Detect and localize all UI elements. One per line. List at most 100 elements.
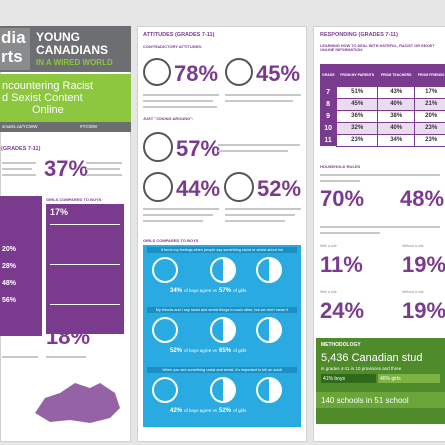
grades-label: (GRADES 7-11) xyxy=(1,146,41,152)
stat: 52% xyxy=(257,176,302,201)
cell: 36% xyxy=(336,109,379,123)
girls-stat: 65% xyxy=(219,348,232,354)
stat: 48% xyxy=(400,186,445,211)
stat: 45% xyxy=(256,61,301,86)
cell: 40% xyxy=(377,121,416,135)
logo-top: dia xyxy=(1,28,26,47)
cell: 20% xyxy=(414,109,445,123)
pie xyxy=(210,317,236,343)
section-heading: ATTITUDES (GRADES 7-11) xyxy=(143,32,215,38)
link-bar: smarts.ca/YCWW #YCWW xyxy=(0,122,131,132)
stat: 57% xyxy=(176,136,221,161)
icon xyxy=(152,257,178,283)
boys-stat: 34% xyxy=(170,288,183,294)
title-line: Online xyxy=(32,104,64,116)
table-stat: 17% xyxy=(50,207,69,217)
methodology-box: METHODOLOGY 5,436 Canadian stud in grade… xyxy=(316,338,445,424)
cell: 40% xyxy=(377,97,416,111)
row-caption: 34% of boys agree vs 57% of girls xyxy=(170,288,246,294)
subheading: LEARNING HOW TO DEAL WITH HATEFUL, RACIS… xyxy=(320,44,435,52)
cell: 21% xyxy=(414,97,445,111)
title-line: ncountering Racist xyxy=(2,80,94,92)
left-table: 17% xyxy=(46,204,124,334)
table-row: 8 45% 40% 21% xyxy=(320,97,445,111)
column-header: GRADE xyxy=(320,64,337,86)
pie xyxy=(256,377,282,403)
row-text: My friends and I say racist and sexist t… xyxy=(147,307,297,313)
label: of girls xyxy=(233,408,247,413)
boys-stat: 52% xyxy=(170,348,183,354)
column-header: FROM FRIENDS xyxy=(414,64,445,86)
table-row: 11 23% 34% 23% xyxy=(320,133,445,147)
label: of girls xyxy=(233,288,247,293)
grade: 7 xyxy=(320,86,337,98)
table-row: 7 51% 43% 17% xyxy=(320,85,445,99)
row-caption: 42% of boys agree vs 52% of girls xyxy=(170,408,246,414)
cell: 17% xyxy=(414,85,445,99)
row-text: It hurts my feelings when people say som… xyxy=(147,247,297,253)
stat: 18% xyxy=(46,324,91,349)
subheading: HOUSEHOLD RULES xyxy=(320,164,361,169)
stat: 70% xyxy=(320,186,365,211)
girls-stat: 52% xyxy=(219,408,232,414)
label: Without a rule xyxy=(402,244,424,248)
label: of boys agree vs xyxy=(184,288,218,293)
brand-line: IN A WIRED WORLD xyxy=(36,58,113,67)
face-icon xyxy=(143,132,173,162)
table-stat: 48% xyxy=(2,280,17,287)
cell: 45% xyxy=(336,97,379,111)
table-stat: 20% xyxy=(2,246,17,253)
icon xyxy=(152,317,178,343)
subheading: CONTRADICTORY ATTITUDES: xyxy=(143,44,203,49)
boys-stat: 42% xyxy=(170,408,183,414)
face-icon xyxy=(143,172,173,202)
girls: 46% girls xyxy=(378,374,440,383)
cell: 43% xyxy=(377,85,416,99)
column-header: FROM MY PARENTS xyxy=(336,64,378,86)
students: 5,436 Canadian stud xyxy=(321,352,423,364)
logo-box xyxy=(0,28,30,70)
label: of boys agree vs xyxy=(184,408,218,413)
stat: 24% xyxy=(320,298,365,323)
title-box: ncountering Racist d Sexist Content Onli… xyxy=(0,74,131,122)
pie xyxy=(256,317,282,343)
table-row: 10 32% 40% 23% xyxy=(320,121,445,135)
boys: 41% boys xyxy=(321,374,376,383)
subheading: JUST "JOKING AROUND": xyxy=(143,116,194,121)
cell: 23% xyxy=(336,133,379,147)
cell: 38% xyxy=(377,109,416,123)
grade: 11 xyxy=(320,134,337,146)
logo-bottom: rts xyxy=(1,47,23,66)
label: With a rule xyxy=(320,290,337,294)
table-stat: 56% xyxy=(2,297,17,304)
brand-bar: dia rts YOUNG CANADIANS IN A WIRED WORLD xyxy=(0,26,131,72)
label: of girls xyxy=(233,348,247,353)
left-table-bar xyxy=(0,196,42,336)
table-label: GIRLS COMPARED TO BOYS xyxy=(46,197,102,202)
column-header: FROM TEACHERS xyxy=(377,64,415,86)
pie xyxy=(210,257,236,283)
face-icon xyxy=(143,58,171,86)
table-row: 9 36% 38% 20% xyxy=(320,109,445,123)
detail: in grades 4-11 in 10 provinces and three xyxy=(321,366,402,371)
grade: 10 xyxy=(320,122,337,134)
stat: 11% xyxy=(320,252,363,277)
link: smarts.ca/YCWW xyxy=(2,124,38,129)
schools: 140 schools in 51 school xyxy=(316,392,445,408)
girls-stat: 57% xyxy=(219,288,232,294)
stat: 19% xyxy=(402,252,445,277)
grade-table: GRADE FROM MY PARENTS FROM TEACHERS FROM FR… xyxy=(320,64,445,147)
section-heading: RESPONDING (GRADES 7-11) xyxy=(320,32,398,38)
subheading: GIRLS COMPARED TO BOYS xyxy=(143,238,199,243)
row-text: When you see something racist and sexist… xyxy=(147,367,297,373)
label: of boys agree vs xyxy=(184,348,218,353)
stat: 44% xyxy=(176,176,221,201)
map xyxy=(35,383,120,423)
face-icon xyxy=(224,172,254,202)
link: #YCWW xyxy=(80,124,98,129)
label: With a rule xyxy=(320,244,337,248)
table-stat: 28% xyxy=(2,263,17,270)
cell: 34% xyxy=(377,133,416,147)
title-line: d Sexist Content xyxy=(2,92,83,104)
